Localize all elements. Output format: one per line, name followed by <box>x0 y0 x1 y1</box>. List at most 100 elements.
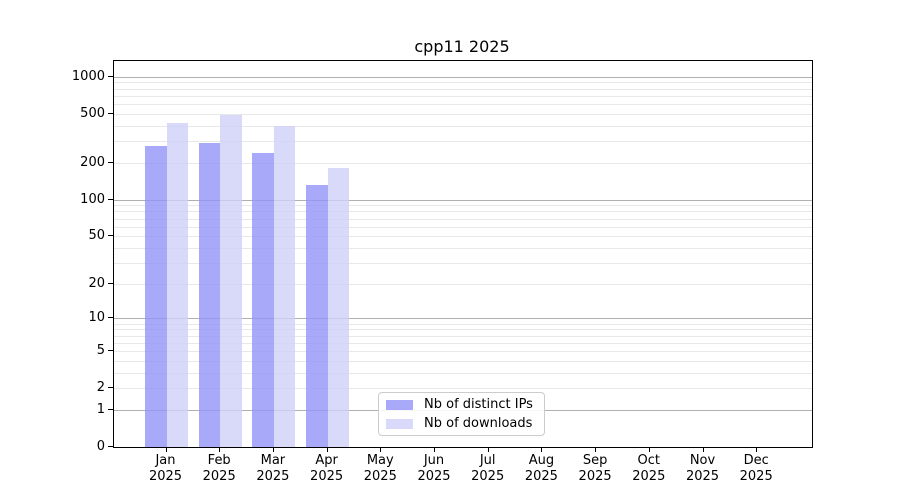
x-tick-label: May 2025 <box>350 453 410 485</box>
minor-gridline <box>114 88 812 90</box>
chart-title: cpp11 2025 <box>414 37 510 56</box>
minor-gridline <box>114 211 812 213</box>
bar-jan-distinct-ips <box>145 145 167 447</box>
legend: Nb of distinct IPs Nb of downloads <box>378 392 545 436</box>
minor-gridline <box>114 350 812 352</box>
x-tick-month: May <box>366 453 394 468</box>
legend-row: Nb of downloads <box>386 416 544 431</box>
x-tick-mark <box>595 447 597 452</box>
minor-gridline <box>114 205 812 207</box>
y-tick-mark <box>108 349 113 351</box>
bar-feb-downloads <box>220 115 242 447</box>
minor-gridline <box>114 360 812 362</box>
bar-mar-distinct-ips <box>252 153 274 447</box>
x-tick-month: Jan <box>155 453 176 468</box>
y-tick-label: 200 <box>80 154 105 170</box>
y-tick-label: 50 <box>88 228 105 244</box>
x-tick-label: Sep 2025 <box>565 453 625 485</box>
x-tick-label: Dec 2025 <box>726 453 786 485</box>
x-tick-mark <box>648 447 650 452</box>
legend-label: Nb of downloads <box>424 416 533 431</box>
major-gridline <box>114 76 812 78</box>
minor-gridline <box>114 335 812 337</box>
minor-gridline <box>114 104 812 106</box>
x-tick-month: Aug <box>528 453 555 468</box>
minor-gridline <box>114 342 812 344</box>
minor-gridline <box>114 162 812 164</box>
x-tick-label: Oct 2025 <box>619 453 679 485</box>
minor-gridline <box>114 113 812 115</box>
x-tick-month: Dec <box>743 453 769 468</box>
x-tick-year: 2025 <box>363 469 397 484</box>
y-tick-mark <box>108 387 113 389</box>
minor-gridline <box>114 82 812 84</box>
bar-apr-downloads <box>327 168 350 447</box>
x-tick-mark <box>380 447 382 452</box>
major-gridline <box>114 318 812 320</box>
x-tick-year: 2025 <box>578 469 612 484</box>
x-tick-year: 2025 <box>417 469 451 484</box>
minor-gridline <box>114 95 812 97</box>
minor-gridline <box>114 141 812 143</box>
x-tick-month: Apr <box>315 453 338 468</box>
y-tick-label: 5 <box>96 342 105 358</box>
major-gridline <box>114 199 812 201</box>
x-tick-month: Mar <box>260 453 286 468</box>
minor-gridline <box>114 226 812 228</box>
minor-gridline <box>114 262 812 264</box>
x-tick-month: Jun <box>423 453 445 468</box>
x-tick-year: 2025 <box>256 469 290 484</box>
legend-row: Nb of distinct IPs <box>386 397 544 412</box>
y-tick-mark <box>108 317 113 319</box>
x-tick-label: Nov 2025 <box>673 453 733 485</box>
x-tick-mark <box>165 447 167 452</box>
x-tick-year: 2025 <box>471 469 505 484</box>
legend-label: Nb of distinct IPs <box>424 397 533 412</box>
x-tick-month: Sep <box>582 453 608 468</box>
y-tick-label: 500 <box>80 105 105 121</box>
minor-gridline <box>114 247 812 249</box>
x-tick-label: Feb 2025 <box>189 453 249 485</box>
x-tick-year: 2025 <box>202 469 236 484</box>
x-tick-mark <box>541 447 543 452</box>
y-tick-mark <box>108 446 113 447</box>
x-tick-label: Jul 2025 <box>458 453 518 485</box>
minor-gridline <box>114 323 812 325</box>
x-tick-month: Jul <box>479 453 496 468</box>
y-tick-mark <box>108 161 113 163</box>
x-tick-label: Jan 2025 <box>136 453 196 485</box>
minor-gridline <box>114 388 812 390</box>
y-tick-mark <box>108 408 113 410</box>
y-tick-mark <box>108 112 113 114</box>
minor-gridline <box>114 125 812 127</box>
x-tick-year: 2025 <box>632 469 666 484</box>
y-tick-mark <box>108 75 113 77</box>
x-tick-year: 2025 <box>685 469 720 484</box>
bar-jan-downloads <box>166 122 188 447</box>
bar-apr-distinct-ips <box>306 185 328 447</box>
legend-swatch-icon <box>386 418 413 429</box>
x-tick-month: Feb <box>207 453 231 468</box>
minor-gridline <box>114 329 812 331</box>
y-tick-label: 2 <box>96 380 105 396</box>
x-tick-mark <box>272 447 274 452</box>
y-tick-label: 20 <box>88 275 105 291</box>
legend-swatch-icon <box>386 399 413 410</box>
bar-mar-downloads <box>273 125 296 447</box>
y-tick-label: 1 <box>96 401 105 417</box>
y-tick-mark <box>108 235 113 237</box>
x-tick-label: Aug 2025 <box>511 453 571 485</box>
y-tick-label: 0 <box>96 439 105 454</box>
y-tick-label: 1000 <box>71 68 105 84</box>
x-tick-mark <box>756 447 758 452</box>
x-tick-mark <box>487 447 489 452</box>
plot-area <box>113 60 813 448</box>
y-tick-mark <box>108 198 113 200</box>
minor-gridline <box>114 283 812 285</box>
y-tick-mark <box>108 282 113 284</box>
x-tick-month: Nov <box>689 453 716 468</box>
x-tick-label: Mar 2025 <box>243 453 303 485</box>
minor-gridline <box>114 218 812 220</box>
bar-feb-distinct-ips <box>198 142 221 447</box>
x-tick-year: 2025 <box>524 469 558 484</box>
